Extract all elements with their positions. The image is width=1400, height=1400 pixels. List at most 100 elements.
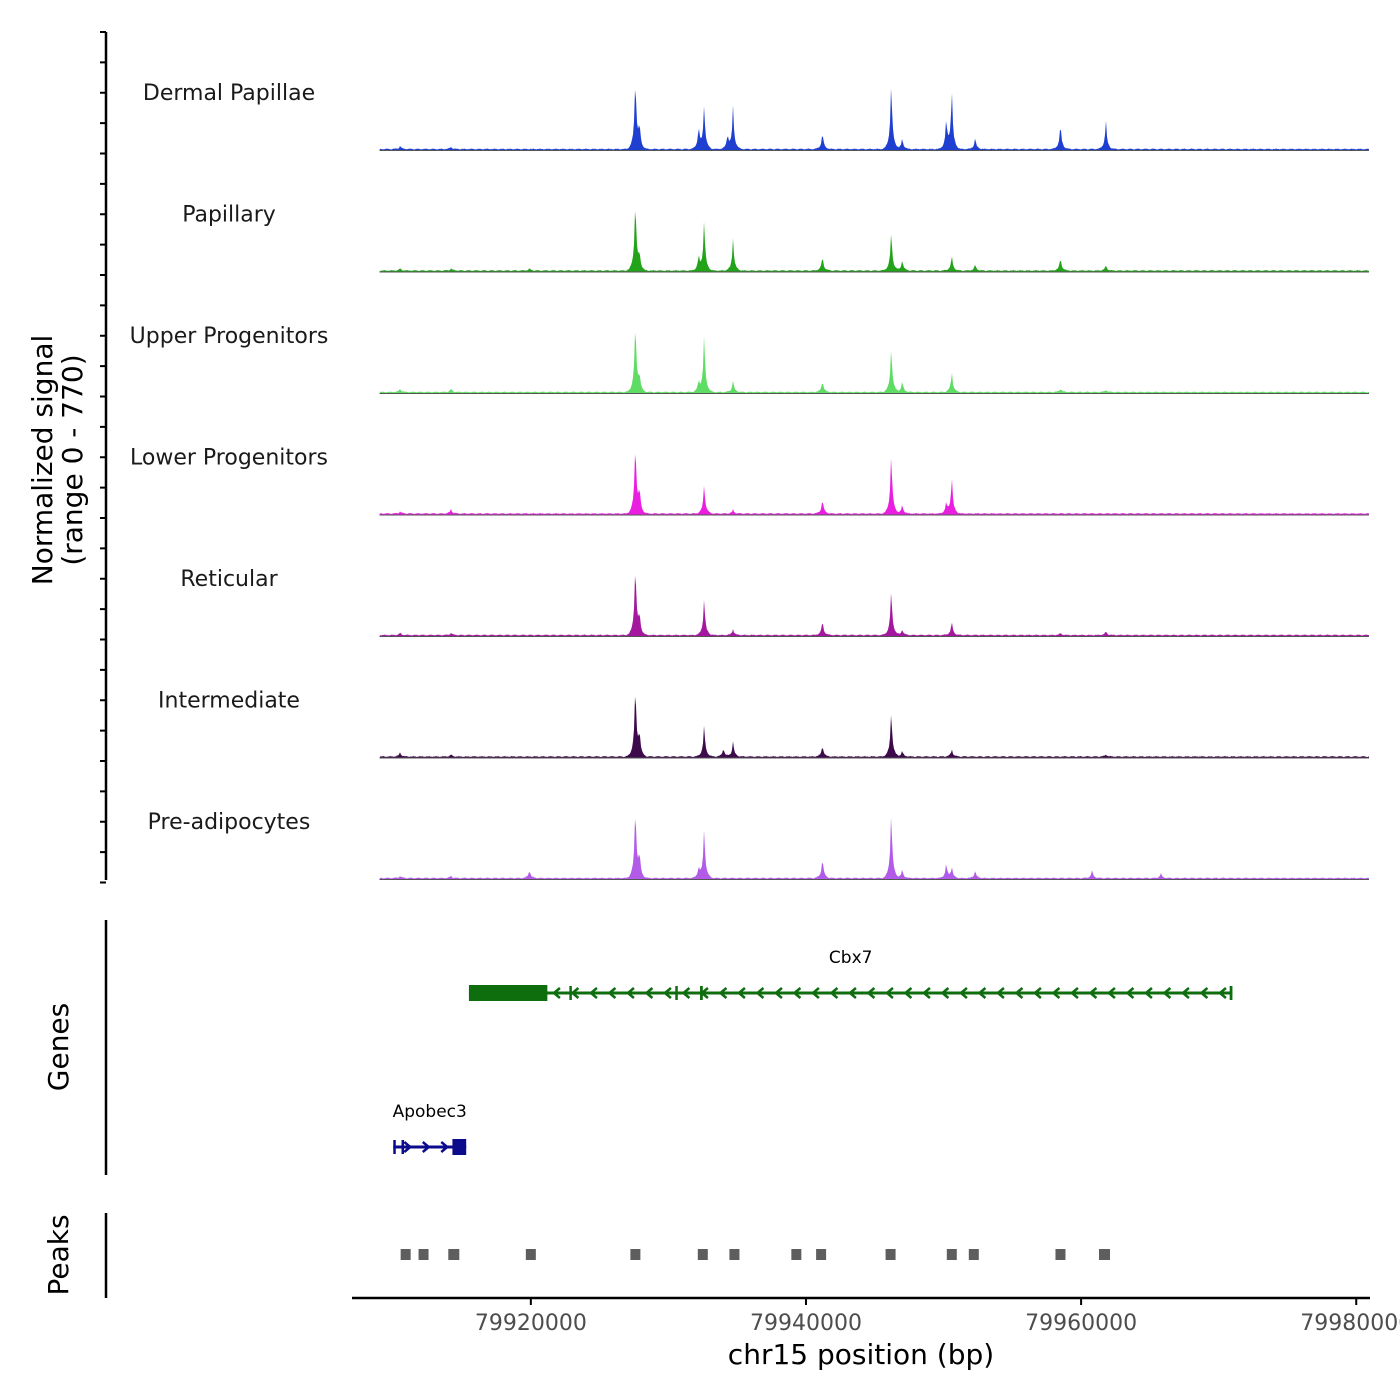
peak-region bbox=[968, 1249, 979, 1260]
track-intermediate: Intermediate bbox=[158, 689, 1369, 759]
peak-region bbox=[946, 1249, 957, 1260]
gene-apobec3: Apobec3 bbox=[393, 1102, 467, 1155]
strand-chevron bbox=[755, 987, 765, 999]
peak-region bbox=[885, 1249, 896, 1260]
peak-region bbox=[729, 1249, 740, 1260]
peak-region bbox=[400, 1249, 411, 1260]
peak-region bbox=[791, 1249, 802, 1260]
gene-exon bbox=[401, 1140, 405, 1154]
strand-chevron bbox=[1088, 987, 1098, 999]
strand-chevron bbox=[921, 987, 931, 999]
strand-chevron bbox=[958, 987, 968, 999]
strand-chevron bbox=[718, 987, 728, 999]
coverage-tracks: Dermal Papillae Papillary Upper Progenitor… bbox=[130, 81, 1369, 880]
track-label: Lower Progenitors bbox=[130, 446, 328, 471]
peak-region bbox=[418, 1249, 429, 1260]
strand-chevron bbox=[884, 987, 894, 999]
peak-region bbox=[1055, 1249, 1066, 1260]
strand-chevron bbox=[588, 987, 598, 999]
y-axis-title: Normalized signal (range 0 - 770) bbox=[26, 335, 89, 586]
strand-chevron bbox=[1106, 987, 1116, 999]
peak-region bbox=[816, 1249, 827, 1260]
peak-regions bbox=[400, 1249, 1110, 1260]
gene-exon bbox=[468, 985, 548, 1001]
signal-area bbox=[379, 696, 1369, 758]
strand-chevron bbox=[440, 1141, 450, 1153]
strand-chevron bbox=[773, 987, 783, 999]
peak-region bbox=[448, 1249, 460, 1260]
peaks-axis-title: Peaks bbox=[42, 1214, 75, 1295]
strand-chevron bbox=[644, 987, 654, 999]
strand-chevron bbox=[421, 1141, 431, 1153]
gene-exon bbox=[393, 1140, 396, 1154]
strand-chevron bbox=[551, 987, 561, 999]
gene-label: Cbx7 bbox=[829, 948, 873, 968]
x-tick-label: 79980000 bbox=[1300, 1311, 1400, 1336]
signal-area bbox=[379, 332, 1369, 394]
gene-label: Apobec3 bbox=[393, 1102, 467, 1122]
gene-annotations: Cbx7 Apobec3 bbox=[393, 948, 1233, 1155]
peak-region bbox=[630, 1249, 641, 1260]
strand-chevron bbox=[1069, 987, 1079, 999]
peak-region bbox=[525, 1249, 536, 1260]
x-axis-ticks: 79920000 79940000 79960000 79980000 bbox=[475, 1298, 1400, 1336]
track-upper-progenitors: Upper Progenitors bbox=[130, 324, 1369, 394]
strand-chevron bbox=[1143, 987, 1153, 999]
signal-area bbox=[379, 88, 1369, 151]
gene-exon bbox=[675, 986, 678, 1000]
strand-chevron bbox=[1217, 987, 1227, 999]
track-lower-progenitors: Lower Progenitors bbox=[130, 446, 1369, 516]
peak-region bbox=[1098, 1249, 1110, 1260]
strand-chevron bbox=[977, 987, 987, 999]
x-axis-title: chr15 position (bp) bbox=[728, 1338, 994, 1371]
track-dermal-papillae: Dermal Papillae bbox=[143, 81, 1369, 151]
strand-chevron bbox=[903, 987, 913, 999]
strand-chevron bbox=[847, 987, 857, 999]
strand-chevron bbox=[866, 987, 876, 999]
gene-exon bbox=[569, 986, 572, 1000]
track-label: Upper Progenitors bbox=[130, 324, 329, 349]
signal-area bbox=[379, 211, 1369, 272]
strand-chevron bbox=[940, 987, 950, 999]
strand-chevron bbox=[403, 1141, 413, 1153]
track-label: Papillary bbox=[182, 203, 276, 228]
track-pre-adipocytes: Pre-adipocytes bbox=[148, 810, 1369, 880]
signal-area bbox=[379, 817, 1369, 880]
strand-chevron bbox=[829, 987, 839, 999]
strand-chevron bbox=[570, 987, 580, 999]
strand-chevron bbox=[810, 987, 820, 999]
track-label: Reticular bbox=[180, 567, 278, 592]
gene-exon bbox=[700, 986, 703, 1000]
strand-chevron bbox=[1162, 987, 1172, 999]
y-axis-label: Normalized signal bbox=[26, 335, 59, 586]
x-tick-label: 79960000 bbox=[1025, 1311, 1137, 1336]
track-papillary: Papillary bbox=[182, 203, 1369, 273]
gene-exon bbox=[452, 1139, 467, 1155]
strand-chevron bbox=[681, 987, 691, 999]
strand-chevron bbox=[792, 987, 802, 999]
peak-region bbox=[697, 1249, 708, 1260]
genes-axis-title: Genes bbox=[42, 1003, 75, 1091]
strand-chevron bbox=[1051, 987, 1061, 999]
track-reticular: Reticular bbox=[180, 567, 1369, 637]
gene-exon bbox=[1229, 986, 1233, 1000]
track-label: Dermal Papillae bbox=[143, 81, 315, 106]
track-label: Pre-adipocytes bbox=[148, 810, 311, 835]
peaks-label: Peaks bbox=[42, 1214, 75, 1295]
strand-chevron bbox=[607, 987, 617, 999]
strand-chevron bbox=[995, 987, 1005, 999]
coverage-axis-ticks bbox=[100, 31, 106, 884]
strand-chevron bbox=[1032, 987, 1042, 999]
strand-chevron bbox=[1180, 987, 1190, 999]
signal-area bbox=[379, 454, 1369, 515]
strand-chevron bbox=[1125, 987, 1135, 999]
track-label: Intermediate bbox=[158, 689, 300, 714]
x-tick-label: 79920000 bbox=[475, 1311, 587, 1336]
strand-chevron bbox=[662, 987, 672, 999]
strand-chevron bbox=[736, 987, 746, 999]
gene-cbx7: Cbx7 bbox=[468, 948, 1233, 1001]
strand-chevron bbox=[1199, 987, 1209, 999]
genes-label: Genes bbox=[42, 1003, 75, 1091]
strand-chevron bbox=[625, 987, 635, 999]
